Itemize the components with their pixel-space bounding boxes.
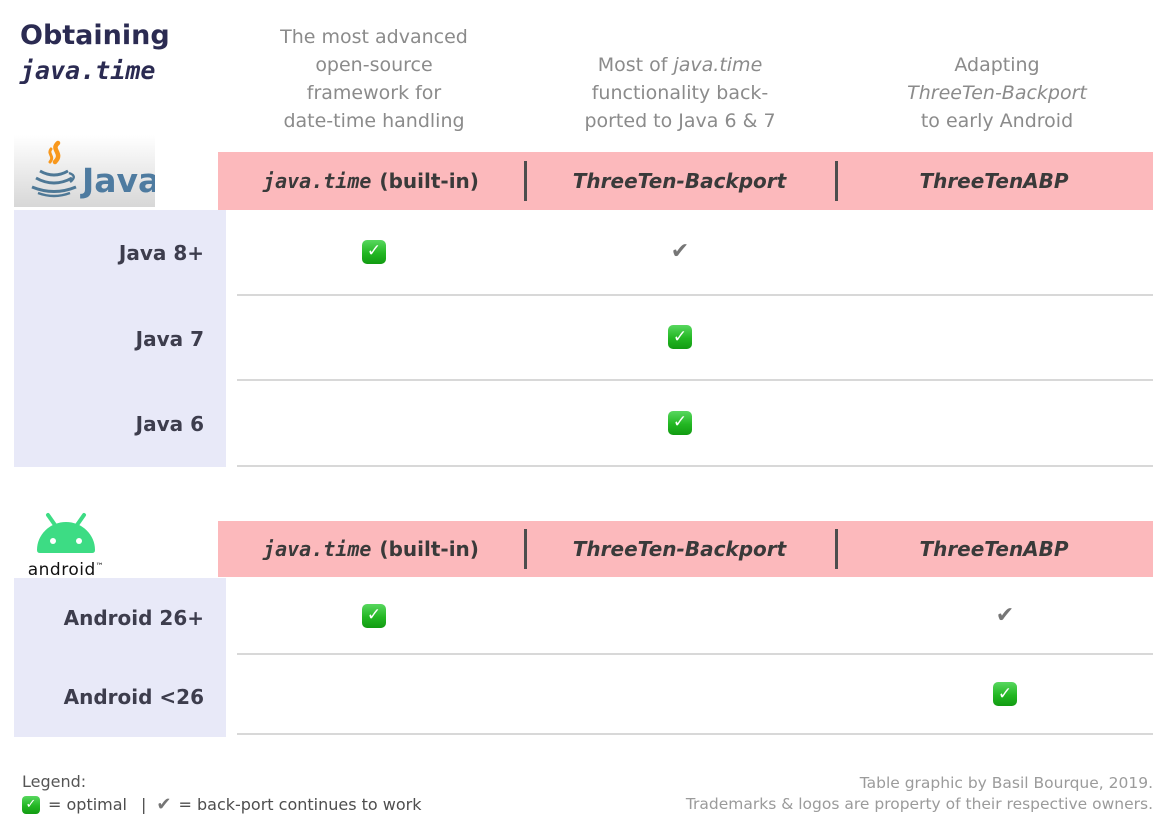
legend-heading: Legend: — [22, 772, 87, 791]
android-table-header: java.time (built-in) ThreeTen-Backport T… — [218, 521, 1153, 577]
optimal-check-icon — [668, 325, 692, 350]
backport-check-icon — [996, 605, 1014, 627]
android-table-body — [237, 578, 1153, 735]
java-table-body — [237, 210, 1153, 467]
column-description-threetenabp: Adapting ThreeTen-Backport to early Andr… — [907, 54, 1087, 132]
header-cell-threeten-backport: ThreeTen-Backport — [572, 169, 787, 193]
android-row-labels-panel: Android 26+ Android <26 — [14, 578, 226, 737]
column-description-java-time: The most advanced open-source framework … — [280, 26, 468, 132]
svg-text:Java™: Java™ — [80, 161, 155, 200]
header-cell-java-time: java.time (built-in) — [263, 537, 479, 561]
row-label-java-6: Java 6 — [135, 412, 204, 437]
legend-optimal-label: = optimal — [48, 795, 127, 814]
optimal-check-icon — [362, 239, 386, 264]
row-label-android-26: Android 26+ — [63, 605, 204, 630]
credits-line1: Table graphic by Basil Bourque, 2019. — [859, 774, 1153, 792]
legend-backport-label: = back-port continues to work — [178, 795, 422, 814]
java-wordmark: Java — [80, 161, 155, 200]
java-logo-image: Java™ — [14, 135, 169, 207]
android-robot-icon — [37, 513, 95, 553]
header-divider-bar — [835, 161, 838, 201]
legend: Legend: = optimal | ✔ = back-port contin… — [22, 772, 422, 815]
page-title: Obtaining java.time — [20, 18, 170, 88]
java-row-labels-panel: Java 8+ Java 7 Java 6 — [14, 210, 226, 467]
table-row-android-26 — [237, 578, 1153, 655]
optimal-check-icon — [22, 795, 40, 814]
row-label-java-7: Java 7 — [135, 326, 204, 351]
credits: Table graphic by Basil Bourque, 2019. Tr… — [686, 773, 1153, 815]
header-cell-threetenabp: ThreeTenABP — [919, 537, 1069, 561]
title-line2: java.time — [20, 56, 156, 85]
table-row-android-lt26 — [237, 655, 1153, 735]
header-cell-threeten-backport: ThreeTen-Backport — [572, 537, 787, 561]
java-table-header: java.time (built-in) ThreeTen-Backport T… — [218, 152, 1153, 210]
column-description-backport: Most of java.time functionality back- po… — [584, 54, 776, 132]
row-label-android-lt26: Android <26 — [63, 685, 204, 710]
legend-items: = optimal | ✔ = back-port continues to w… — [22, 794, 422, 815]
java-logo: Java™ — [14, 135, 169, 207]
optimal-check-icon — [668, 410, 692, 435]
row-label-java-8: Java 8+ — [118, 240, 204, 265]
legend-separator: | — [141, 795, 147, 814]
header-cell-threetenabp: ThreeTenABP — [919, 169, 1069, 193]
table-row-java-8 — [237, 210, 1153, 296]
header-cell-java-time: java.time (built-in) — [263, 169, 479, 193]
java-steam-icon — [52, 140, 61, 165]
table-row-java-7 — [237, 296, 1153, 382]
android-wordmark: android™ — [27, 560, 105, 580]
backport-check-icon: ✔ — [156, 794, 172, 815]
backport-check-icon — [671, 241, 689, 263]
table-row-java-6 — [237, 381, 1153, 467]
credits-line2: Trademarks & logos are property of their… — [685, 795, 1153, 813]
header-divider-bar — [524, 161, 527, 201]
optimal-check-icon — [993, 682, 1017, 706]
header-divider-bar — [835, 529, 838, 569]
optimal-check-icon — [362, 603, 386, 628]
header-divider-bar — [524, 529, 527, 569]
android-logo: android™ — [14, 508, 118, 580]
java-cup-icon — [31, 169, 77, 198]
title-line1: Obtaining — [20, 20, 170, 51]
